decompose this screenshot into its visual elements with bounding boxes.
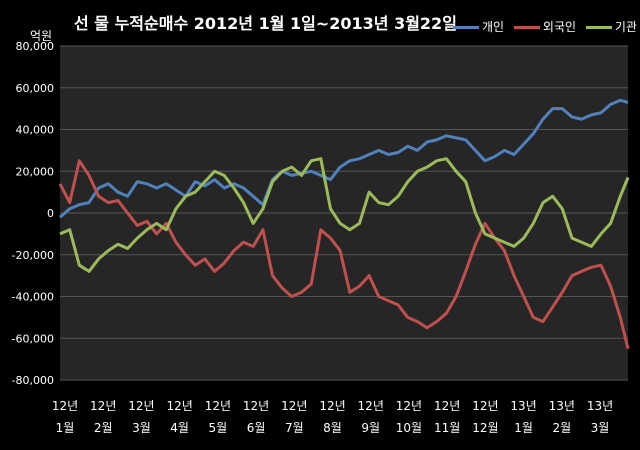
x-tick-label-month: 7월 <box>285 421 304 435</box>
x-tick-label-month: 8월 <box>323 421 342 435</box>
y-axis-unit-label: 억원 <box>30 29 53 43</box>
y-tick-label: 0 <box>47 207 54 220</box>
legend-swatch-institution <box>585 26 612 29</box>
y-tick-label: 20,000 <box>16 165 55 178</box>
legend-label-individual: 개인 <box>482 20 505 34</box>
x-tick-label-month: 5월 <box>209 421 228 435</box>
x-tick-label-month: 3월 <box>132 421 151 435</box>
x-tick-label-month: 9월 <box>361 421 380 435</box>
x-tick-label-year: 12년 <box>396 399 422 413</box>
x-tick-label-year: 12년 <box>358 399 384 413</box>
y-tick-label: -20,000 <box>12 249 54 262</box>
x-tick-label-year: 12년 <box>90 399 116 413</box>
y-tick-label: 40,000 <box>16 124 55 137</box>
x-tick-label-year: 12년 <box>52 399 78 413</box>
x-tick-label-month: 2월 <box>94 421 113 435</box>
chart-title: 선 물 누적순매수 2012년 1월 1일~2013년 3월22일 <box>74 14 457 33</box>
series-line-individual <box>59 98 629 219</box>
legend-swatch-foreign <box>513 26 540 29</box>
legend-label-foreign: 외국인 <box>542 20 577 34</box>
x-tick-label-month: 4월 <box>170 421 189 435</box>
legend-swatch-individual <box>453 26 479 29</box>
x-tick-label-month: 6월 <box>247 421 266 435</box>
x-tick-label-year: 12년 <box>166 399 192 413</box>
legend-item-institution: 기관 <box>585 18 637 35</box>
legend-item-foreign: 외국인 <box>513 18 577 35</box>
y-tick-label: 60,000 <box>16 82 55 95</box>
x-tick-label-month: 10월 <box>396 421 422 435</box>
x-tick-label-year: 12년 <box>472 399 498 413</box>
x-tick-label-year: 12년 <box>319 399 345 413</box>
y-tick-label: -80,000 <box>12 374 54 387</box>
x-tick-label-month: 1월 <box>56 421 75 435</box>
x-tick-label-year: 13년 <box>549 399 575 413</box>
x-tick-label-year: 12년 <box>205 399 231 413</box>
x-tick-label-year: 13년 <box>587 399 613 413</box>
legend-item-individual: 개인 <box>453 18 504 35</box>
x-tick-label-year: 12년 <box>243 399 269 413</box>
x-tick-label-month: 1월 <box>514 421 533 435</box>
x-tick-label-year: 12년 <box>434 399 460 413</box>
x-tick-label-year: 13년 <box>510 399 536 413</box>
y-tick-label: -60,000 <box>12 332 54 345</box>
x-tick-label-year: 12년 <box>128 399 154 413</box>
legend: 개인 외국인 기관 <box>453 18 640 35</box>
x-tick-label-month: 3월 <box>591 421 610 435</box>
x-tick-label-year: 12년 <box>281 399 307 413</box>
x-tick-label-month: 2월 <box>552 421 571 435</box>
y-tick-label: 80,000 <box>16 40 55 53</box>
y-tick-label: -40,000 <box>12 291 54 304</box>
x-tick-label-month: 12월 <box>472 421 498 435</box>
series-line-institution <box>59 157 630 273</box>
legend-label-institution: 기관 <box>614 20 637 34</box>
x-tick-label-month: 11월 <box>434 421 460 435</box>
series-line-foreign <box>58 159 630 350</box>
